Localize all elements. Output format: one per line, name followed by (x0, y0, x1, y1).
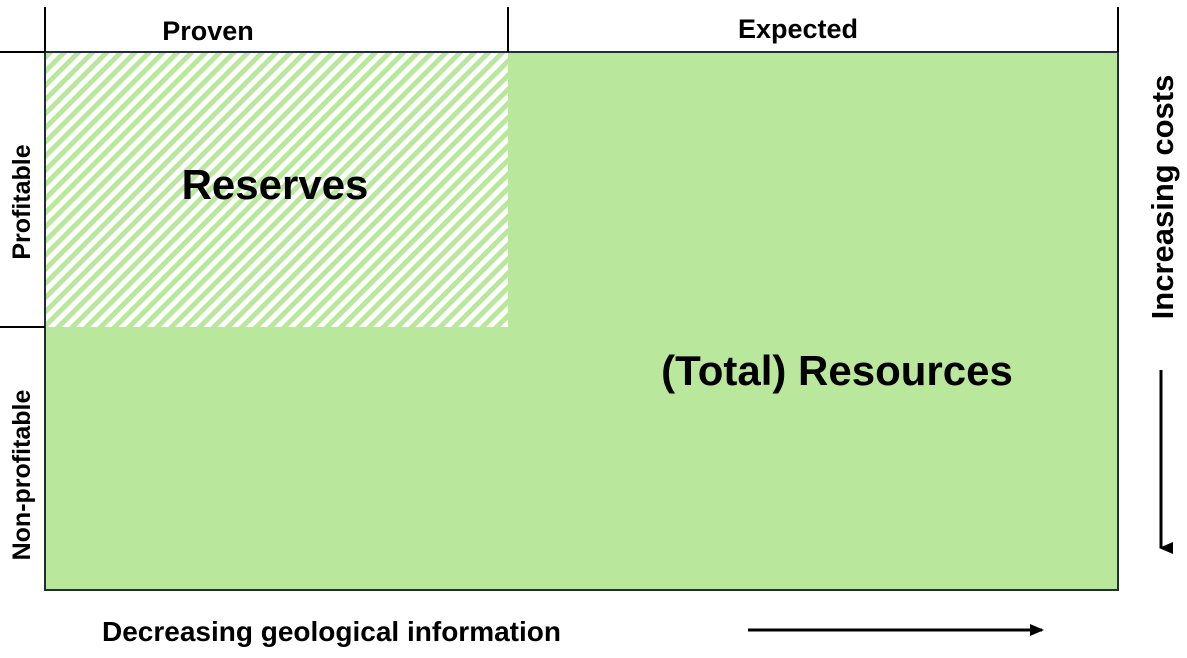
total-resources-label: (Total) Resources (661, 347, 1013, 394)
vertical-axis-label: Increasing costs (1145, 75, 1180, 320)
row-label-non-profitable: Non-profitable (8, 390, 36, 561)
horizontal-axis-label: Decreasing geological information (102, 616, 561, 647)
reserves-label: Reserves (182, 161, 369, 208)
column-header-expected: Expected (738, 14, 858, 44)
row-label-profitable: Profitable (8, 144, 36, 259)
column-header-proven: Proven (162, 16, 254, 46)
reserves-area (46, 53, 508, 327)
